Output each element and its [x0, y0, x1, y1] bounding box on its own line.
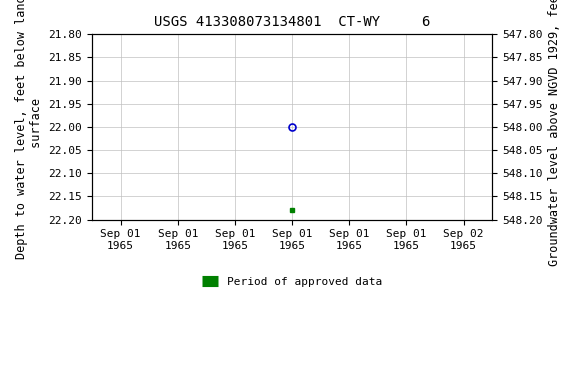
- Legend: Period of approved data: Period of approved data: [197, 273, 387, 292]
- Y-axis label: Depth to water level, feet below land
 surface: Depth to water level, feet below land su…: [15, 0, 43, 259]
- Title: USGS 413308073134801  CT-WY     6: USGS 413308073134801 CT-WY 6: [154, 15, 430, 29]
- Y-axis label: Groundwater level above NGVD 1929, feet: Groundwater level above NGVD 1929, feet: [548, 0, 561, 266]
